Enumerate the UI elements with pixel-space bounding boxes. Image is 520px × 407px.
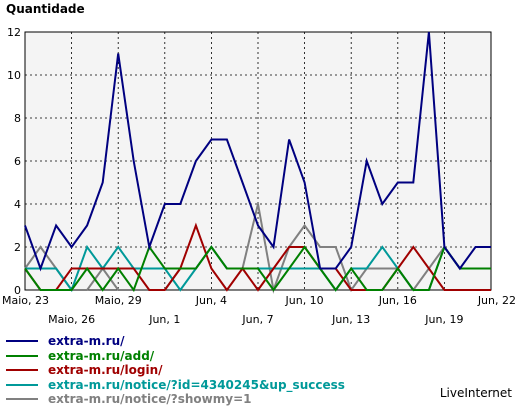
x-tick-label: Jun, 16 — [378, 294, 417, 307]
y-tick-label: 6 — [14, 155, 21, 168]
legend-item: extra-m.ru/notice/?showmy=1 — [6, 392, 345, 407]
y-axis-ticks: 0 2 4 6 8 10 12 — [7, 26, 21, 297]
x-tick-label: Jun, 22 — [477, 294, 516, 307]
legend-swatch — [6, 340, 38, 343]
x-tick-label: Maio, 23 — [2, 294, 49, 307]
y-tick-label: 4 — [14, 198, 21, 211]
series-line — [24, 31, 491, 272]
y-tick-label: 2 — [14, 241, 21, 254]
series-lines — [24, 31, 491, 294]
legend: extra-m.ru/extra-m.ru/add/extra-m.ru/log… — [6, 334, 345, 407]
y-tick-label: 12 — [7, 26, 21, 39]
series-line — [24, 222, 491, 292]
x-tick-label: Jun, 13 — [331, 313, 370, 326]
legend-label: extra-m.ru/add/ — [48, 348, 155, 363]
x-tick-label: Maio, 26 — [48, 313, 95, 326]
x-tick-label: Jun, 7 — [241, 313, 273, 326]
legend-swatch — [6, 383, 38, 386]
y-axis-label: Quantidade — [6, 2, 85, 16]
legend-item: extra-m.ru/login/ — [6, 363, 345, 378]
x-tick-label: Jun, 4 — [195, 294, 227, 307]
x-tick-label: Jun, 19 — [424, 313, 463, 326]
legend-swatch — [6, 398, 38, 401]
legend-item: extra-m.ru/notice/?id=4340245&up_success — [6, 378, 345, 393]
y-tick-label: 10 — [7, 69, 21, 82]
x-tick-label: Maio, 29 — [95, 294, 142, 307]
legend-label: extra-m.ru/notice/?id=4340245&up_success — [48, 377, 345, 392]
legend-swatch — [6, 354, 38, 357]
legend-item: extra-m.ru/add/ — [6, 349, 345, 364]
y-tick-label: 8 — [14, 112, 21, 125]
y-tick-label: 0 — [14, 284, 21, 297]
x-tick-label: Jun, 1 — [148, 313, 180, 326]
series-line — [24, 244, 491, 293]
legend-swatch — [6, 369, 38, 372]
legend-label: extra-m.ru/ — [48, 334, 125, 348]
legend-label: extra-m.ru/login/ — [48, 363, 163, 377]
legend-item: extra-m.ru/ — [6, 334, 345, 349]
brand-label: LiveInternet — [439, 386, 512, 400]
x-tick-label: Jun, 10 — [285, 294, 324, 307]
legend-label: extra-m.ru/notice/?showmy=1 — [48, 392, 252, 406]
